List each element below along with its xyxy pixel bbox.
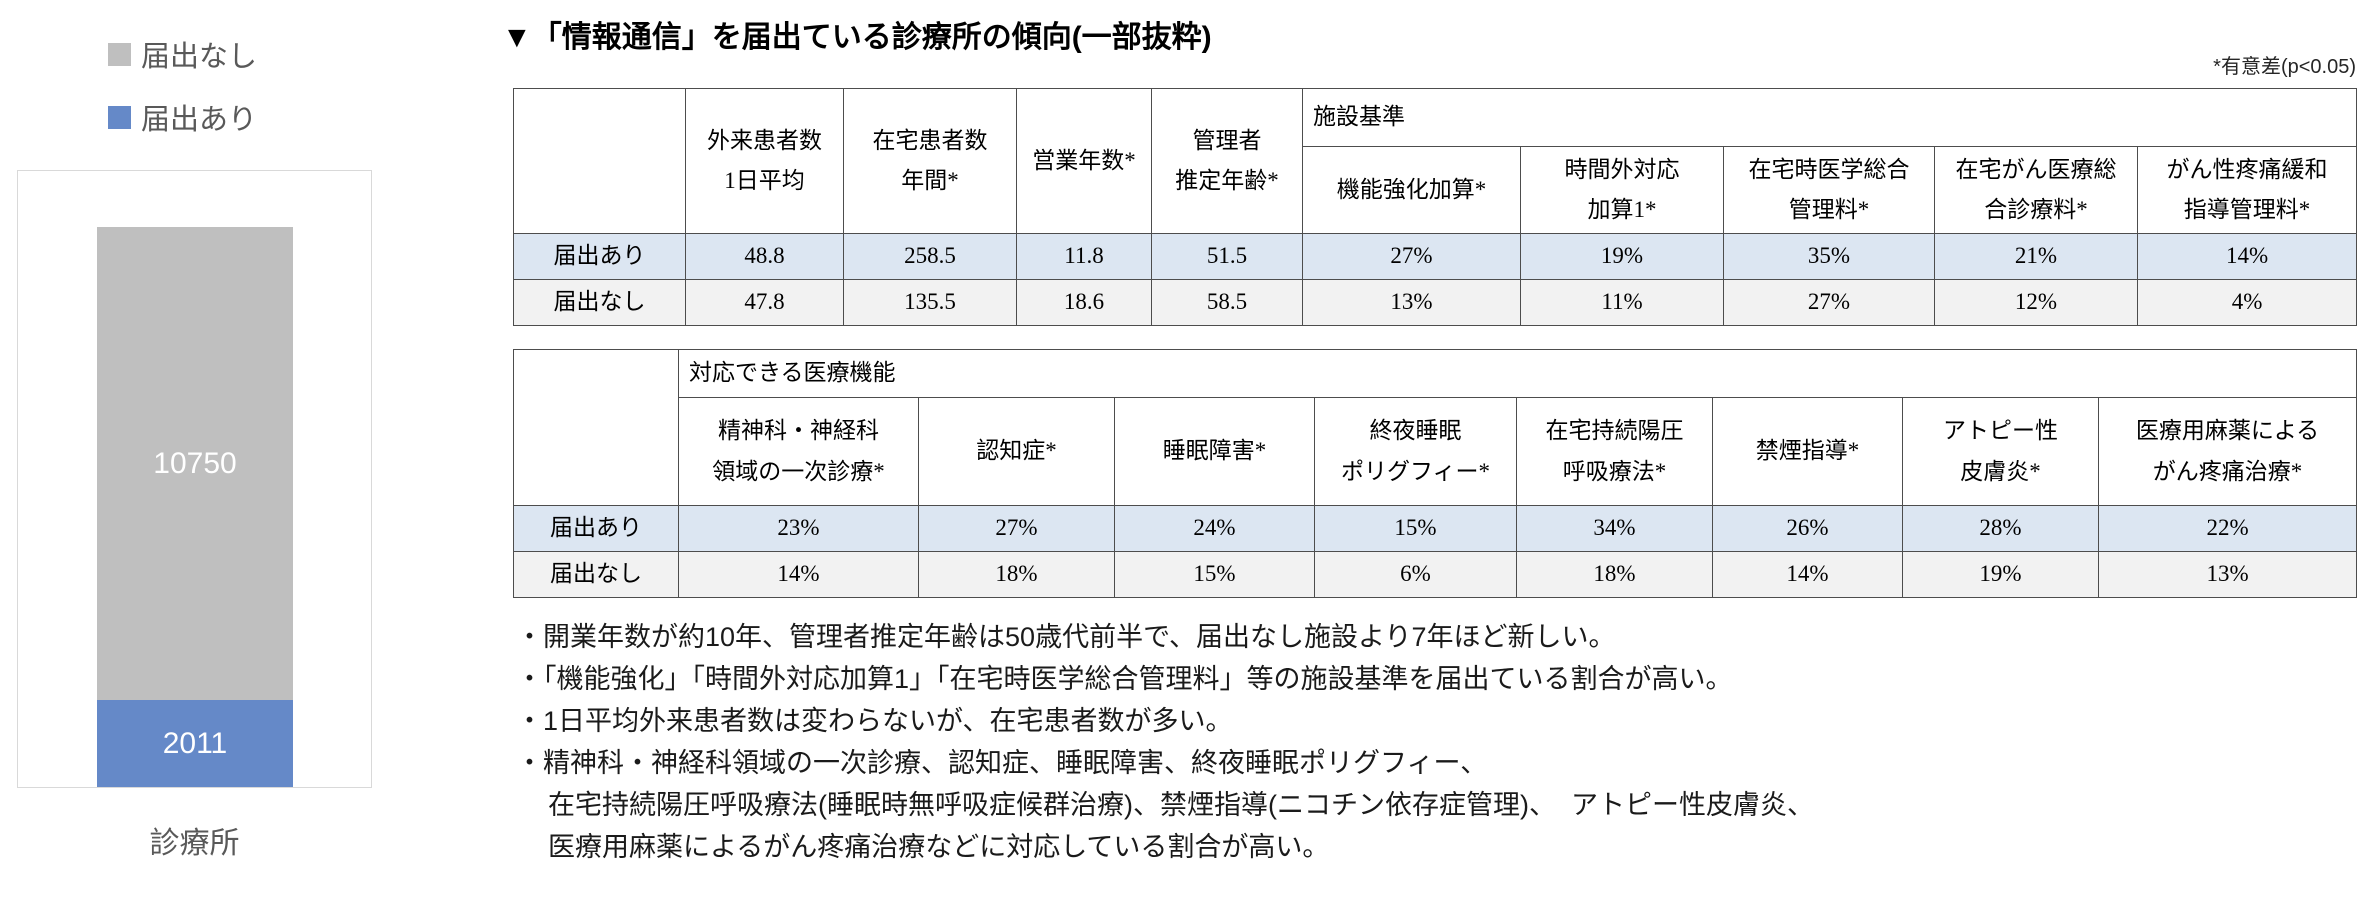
value-cell: 58.5: [1151, 279, 1303, 326]
header-cell: 外来患者数 1日平均: [685, 88, 844, 234]
value-cell: 4%: [2136, 279, 2358, 326]
header-cell: 営業年数*: [1016, 88, 1152, 234]
table1-header-row-2: 機能強化加算* 時間外対応 加算1* 在宅時医学総合 管理料* 在宅がん医療総 …: [514, 146, 2358, 234]
value-cell: 18%: [1516, 551, 1713, 598]
value-cell: 15%: [1114, 551, 1315, 598]
value-cell: 18%: [918, 551, 1115, 598]
value-cell: 28%: [1902, 505, 2099, 552]
bar-chart-plot-area: 10750 2011: [17, 170, 372, 788]
note-line-continuation: 在宅持続陽圧呼吸療法(睡眠時無呼吸症候群治療)、禁煙指導(ニコチン依存症管理)、…: [548, 790, 1814, 820]
row-label: 届出あり: [513, 233, 686, 280]
header-cell: 終夜睡眠 ポリグフィー*: [1314, 397, 1517, 506]
header-cell: 睡眠障害*: [1114, 397, 1315, 506]
value-cell: 14%: [1712, 551, 1903, 598]
legend-item-no-notification: 届出なし: [108, 33, 257, 75]
header-cell: アトピー性 皮膚炎*: [1902, 397, 2099, 506]
value-cell: 14%: [678, 551, 919, 598]
note-line-continuation: 医療用麻薬によるがん疼痛治療などに対応している割合が高い。: [548, 832, 1330, 862]
value-cell: 258.5: [843, 233, 1017, 280]
value-cell: 6%: [1314, 551, 1517, 598]
value-cell: 51.5: [1151, 233, 1303, 280]
bar-value-with-notification: 2011: [162, 726, 228, 760]
stacked-bar: 10750 2011: [97, 227, 293, 787]
table1-row-with-notification: 届出あり 48.8 258.5 11.8 51.5 27% 19% 35% 21…: [513, 233, 2358, 280]
corner-cell: [513, 349, 679, 506]
value-cell: 27%: [1302, 233, 1521, 280]
value-cell: 11%: [1520, 279, 1724, 326]
header-cell: 在宅患者数 年間*: [843, 88, 1017, 234]
value-cell: 135.5: [843, 279, 1017, 326]
value-cell: 11.8: [1016, 233, 1152, 280]
x-axis-category-label: 診療所: [149, 827, 240, 860]
group-header-medical-functions: 対応できる医療機能: [677, 349, 2358, 398]
value-cell: 21%: [1934, 233, 2138, 280]
table2-row-with-notification: 届出あり 23% 27% 24% 15% 34% 26% 28% 22%: [513, 505, 2358, 552]
header-cell: 在宅持続陽圧 呼吸療法*: [1516, 397, 1713, 506]
header-cell: 禁煙指導*: [1712, 397, 1903, 506]
value-cell: 19%: [1520, 233, 1724, 280]
header-cell: がん性疼痛緩和 指導管理料*: [2136, 146, 2358, 234]
significance-note: *有意差(p<0.05): [2213, 56, 2356, 78]
value-cell: 34%: [1516, 505, 1713, 552]
medical-functions-table: 対応できる医療機能 精神科・神経科 領域の一次診療* 認知症* 睡眠障害* 終夜…: [513, 349, 2358, 598]
value-cell: 35%: [1723, 233, 1935, 280]
header-cell: 時間外対応 加算1*: [1520, 146, 1724, 234]
header-cell: 医療用麻薬による がん疼痛治療*: [2097, 397, 2358, 506]
value-cell: 15%: [1314, 505, 1517, 552]
table2-header-row-2: 精神科・神経科 領域の一次診療* 認知症* 睡眠障害* 終夜睡眠 ポリグフィー*…: [514, 397, 2358, 506]
note-line: ・精神科・神経科領域の一次診療、認知症、睡眠障害、終夜睡眠ポリグフィー、: [516, 748, 1488, 778]
note-line: ・1日平均外来患者数は変わらないが、在宅患者数が多い。: [516, 706, 1233, 736]
value-cell: 13%: [1302, 279, 1521, 326]
legend-swatch-gray-icon: [108, 42, 131, 66]
table2-header-row-1: 対応できる医療機能: [513, 349, 2358, 506]
summary-notes: ・開業年数が約10年、管理者推定年齢は50歳代前半で、届出なし施設より7年ほど新…: [516, 616, 1814, 868]
bar-segment-with-notification: 2011: [97, 700, 293, 787]
value-cell: 13%: [2097, 551, 2358, 598]
table1-row-no-notification: 届出なし 47.8 135.5 18.6 58.5 13% 11% 27% 12…: [513, 279, 2358, 326]
table2-row-no-notification: 届出なし 14% 18% 15% 6% 18% 14% 19% 13%: [513, 551, 2358, 598]
bar-segment-no-notification: 10750: [97, 227, 293, 700]
header-cell: 精神科・神経科 領域の一次診療*: [678, 397, 919, 506]
legend-item-with-notification: 届出あり: [108, 96, 257, 138]
group-header-facility-standards: 施設基準: [1301, 88, 2358, 147]
value-cell: 22%: [2097, 505, 2358, 552]
table1-header-row-1: 外来患者数 1日平均 在宅患者数 年間* 営業年数* 管理者 推定年齢* 施設基…: [513, 88, 2358, 234]
header-cell: 在宅時医学総合 管理料*: [1723, 146, 1935, 234]
value-cell: 27%: [918, 505, 1115, 552]
row-label: 届出なし: [513, 551, 679, 598]
clinic-metrics-table: 外来患者数 1日平均 在宅患者数 年間* 営業年数* 管理者 推定年齢* 施設基…: [513, 88, 2358, 326]
value-cell: 48.8: [685, 233, 844, 280]
header-cell: 在宅がん医療総 合診療料*: [1934, 146, 2138, 234]
value-cell: 19%: [1902, 551, 2099, 598]
value-cell: 24%: [1114, 505, 1315, 552]
note-line: ・開業年数が約10年、管理者推定年齢は50歳代前半で、届出なし施設より7年ほど新…: [516, 622, 1616, 652]
row-label: 届出なし: [513, 279, 686, 326]
value-cell: 18.6: [1016, 279, 1152, 326]
value-cell: 27%: [1723, 279, 1935, 326]
corner-cell: [513, 88, 686, 234]
legend-label-no-notification: 届出なし: [141, 41, 258, 73]
header-cell: 認知症*: [918, 397, 1115, 506]
legend-label-with-notification: 届出あり: [141, 104, 258, 136]
value-cell: 12%: [1934, 279, 2138, 326]
legend-swatch-blue-icon: [108, 105, 131, 129]
value-cell: 26%: [1712, 505, 1903, 552]
bar-value-no-notification: 10750: [153, 446, 237, 480]
header-cell: 管理者 推定年齢*: [1151, 88, 1303, 234]
row-label: 届出あり: [513, 505, 679, 552]
figure-title: ▼「情報通信」を届出ている診療所の傾向(一部抜粋): [502, 21, 1212, 54]
value-cell: 23%: [678, 505, 919, 552]
value-cell: 14%: [2136, 233, 2358, 280]
note-line: ・「機能強化」「時間外対応加算1」「在宅時医学総合管理料」等の施設基準を届出てい…: [516, 664, 1733, 694]
value-cell: 47.8: [685, 279, 844, 326]
header-cell: 機能強化加算*: [1302, 146, 1521, 234]
